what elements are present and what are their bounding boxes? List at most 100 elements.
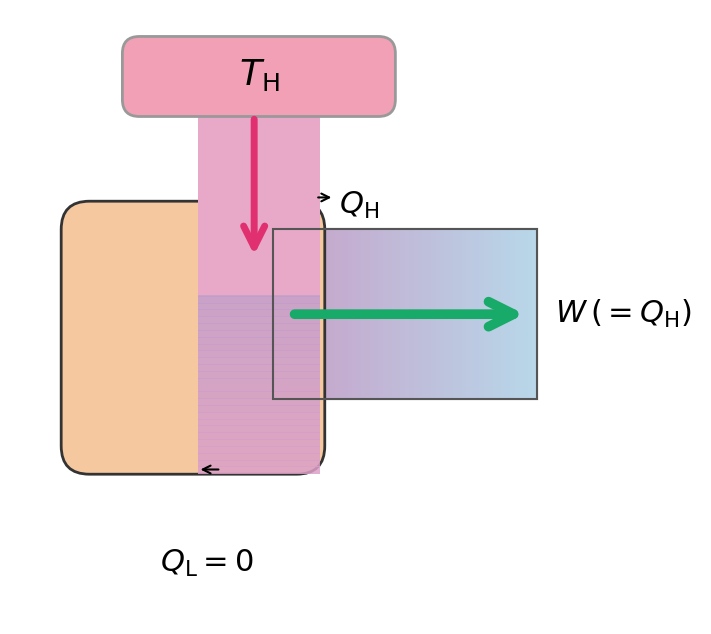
Bar (533, 230, 538, 399)
Bar (374, 230, 380, 399)
Bar (365, 230, 370, 399)
Bar (198, 391, 320, 399)
Bar (449, 230, 454, 399)
Bar (299, 230, 305, 399)
Bar (414, 230, 419, 399)
Bar (198, 398, 320, 406)
Bar (287, 230, 292, 399)
Bar (198, 330, 320, 338)
Bar (501, 230, 507, 399)
Bar (198, 351, 320, 358)
Bar (321, 230, 326, 399)
Bar (282, 230, 287, 399)
Bar (326, 230, 331, 399)
Bar (198, 262, 320, 269)
Bar (295, 230, 300, 399)
Bar (198, 102, 320, 295)
Bar (418, 230, 423, 399)
Bar (431, 230, 437, 399)
Bar (515, 230, 520, 399)
Bar (317, 230, 322, 399)
Bar (198, 207, 320, 215)
Bar (475, 230, 481, 399)
Bar (198, 446, 320, 454)
Bar (273, 230, 537, 399)
Bar (356, 230, 362, 399)
Bar (471, 230, 476, 399)
Bar (378, 230, 384, 399)
Bar (198, 405, 320, 413)
Bar (198, 337, 320, 344)
Bar (444, 230, 449, 399)
Bar (339, 230, 344, 399)
FancyBboxPatch shape (122, 37, 395, 117)
Bar (400, 230, 406, 399)
Bar (466, 230, 471, 399)
Bar (198, 221, 320, 228)
FancyBboxPatch shape (61, 201, 325, 474)
Bar (198, 275, 320, 283)
Bar (519, 230, 524, 399)
Bar (198, 432, 320, 440)
Bar (198, 241, 320, 249)
Bar (304, 230, 309, 399)
Bar (198, 357, 320, 365)
Bar (198, 309, 320, 317)
Bar (462, 230, 467, 399)
Bar (273, 230, 278, 399)
Bar (198, 378, 320, 385)
Bar (198, 385, 320, 392)
Bar (198, 412, 320, 420)
Bar (392, 230, 397, 399)
Bar (198, 282, 320, 290)
Bar (198, 467, 320, 474)
Bar (396, 230, 401, 399)
Bar (352, 230, 358, 399)
Bar (198, 453, 320, 460)
Bar (427, 230, 432, 399)
Bar (313, 230, 318, 399)
Bar (528, 230, 533, 399)
Bar (273, 230, 537, 399)
Bar (436, 230, 441, 399)
Bar (330, 230, 336, 399)
Bar (410, 230, 415, 399)
Bar (457, 230, 463, 399)
Bar (198, 316, 320, 324)
Bar (198, 460, 320, 467)
Bar (198, 200, 320, 208)
Bar (479, 230, 485, 399)
Bar (198, 371, 320, 378)
Bar (506, 230, 511, 399)
Bar (308, 230, 314, 399)
Bar (198, 344, 320, 351)
Bar (440, 230, 445, 399)
Bar (383, 230, 388, 399)
Bar (198, 214, 320, 222)
Text: $T_\mathrm{H}$: $T_\mathrm{H}$ (239, 57, 279, 93)
Bar (198, 228, 320, 235)
Bar (198, 323, 320, 331)
Bar (198, 302, 320, 311)
Bar (334, 230, 340, 399)
Text: $Q_\mathrm{H}$: $Q_\mathrm{H}$ (339, 190, 379, 221)
Bar (343, 230, 348, 399)
Bar (198, 418, 320, 427)
Bar (348, 230, 353, 399)
Bar (405, 230, 410, 399)
Bar (198, 235, 320, 242)
Bar (198, 364, 320, 372)
Bar (291, 230, 296, 399)
Bar (523, 230, 529, 399)
Bar (198, 248, 320, 256)
Text: $Q_\mathrm{L} = 0$: $Q_\mathrm{L} = 0$ (160, 548, 254, 579)
Bar (422, 230, 428, 399)
Bar (493, 230, 498, 399)
Text: $W\,(= Q_\mathrm{H})$: $W\,(= Q_\mathrm{H})$ (555, 298, 692, 330)
Bar (488, 230, 493, 399)
Bar (198, 255, 320, 262)
Bar (484, 230, 489, 399)
Bar (198, 296, 320, 304)
Bar (387, 230, 392, 399)
Bar (361, 230, 366, 399)
